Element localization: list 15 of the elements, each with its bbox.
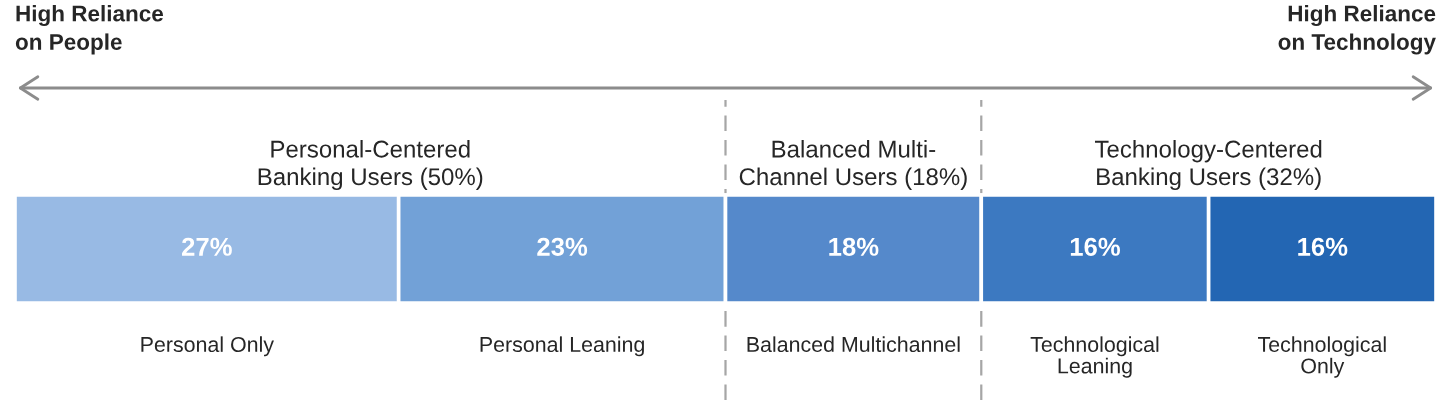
series-label: Balanced Multichannel (747, 336, 960, 353)
text: Balanced Multi- Channel Users (18%) (739, 139, 967, 190)
data-label: 16% (1070, 237, 1120, 256)
series-label: Personal Leaning (480, 336, 644, 357)
series-label: Personal Only (141, 336, 274, 357)
series-label: Technological Leaning (1030, 336, 1159, 378)
text: Personal-Centered Banking Users (50%) (258, 139, 483, 190)
data-label: 27% (182, 237, 232, 256)
data-label: 16% (1298, 237, 1348, 256)
series-label: Technological Only (1258, 336, 1386, 378)
data-label: 23% (537, 237, 588, 256)
text: Technology-Centered Banking Users (32%) (1094, 139, 1322, 190)
text: High Reliance on People (15, 5, 164, 55)
text: High Reliance on Technology (1278, 5, 1436, 55)
data-label: 18% (829, 237, 879, 256)
